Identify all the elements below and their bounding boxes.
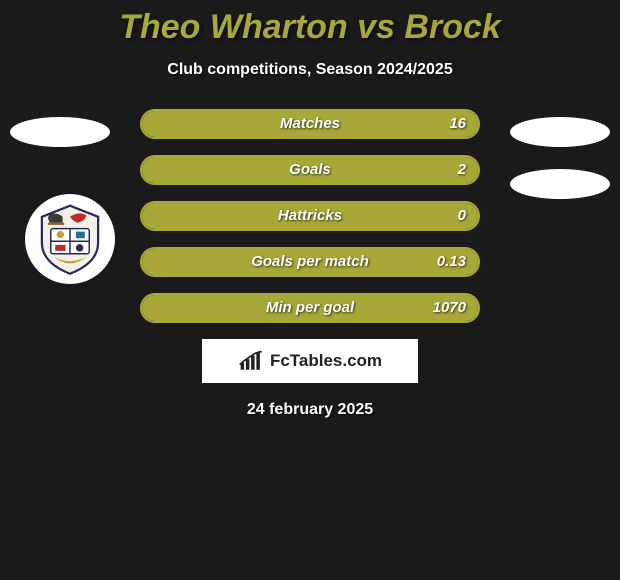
club-crest-icon <box>25 194 115 284</box>
stat-bar: Goals per match0.13 <box>140 247 480 277</box>
stat-bar-label: Goals <box>142 157 478 183</box>
stat-bar: Hattricks0 <box>140 201 480 231</box>
stat-bar: Matches16 <box>140 109 480 139</box>
stat-bar-value: 2 <box>458 157 466 183</box>
brand-text: FcTables.com <box>270 351 382 371</box>
player-slot-left <box>10 117 110 147</box>
stat-bar: Goals2 <box>140 155 480 185</box>
stat-bar-value: 0 <box>458 203 466 229</box>
stat-bar-label: Goals per match <box>142 249 478 275</box>
page-title: Theo Wharton vs Brock <box>0 0 620 47</box>
stat-bar-value: 1070 <box>433 295 466 321</box>
stat-bar-label: Matches <box>142 111 478 137</box>
stat-bar-value: 0.13 <box>437 249 466 275</box>
player-slot-right-2 <box>510 169 610 199</box>
stat-bar-label: Min per goal <box>142 295 478 321</box>
stat-bar: Min per goal1070 <box>140 293 480 323</box>
date-label: 24 february 2025 <box>0 401 620 419</box>
page-subtitle: Club competitions, Season 2024/2025 <box>0 61 620 79</box>
player-slot-right-1 <box>510 117 610 147</box>
comparison-content: Matches16 Goals2 Hattricks0 Goals per match… <box>0 109 620 419</box>
stat-bar-label: Hattricks <box>142 203 478 229</box>
chart-icon <box>238 350 266 372</box>
stats-bars: Matches16 Goals2 Hattricks0 Goals per match… <box>140 109 480 323</box>
brand-badge[interactable]: FcTables.com <box>202 339 418 383</box>
stat-bar-value: 16 <box>449 111 466 137</box>
